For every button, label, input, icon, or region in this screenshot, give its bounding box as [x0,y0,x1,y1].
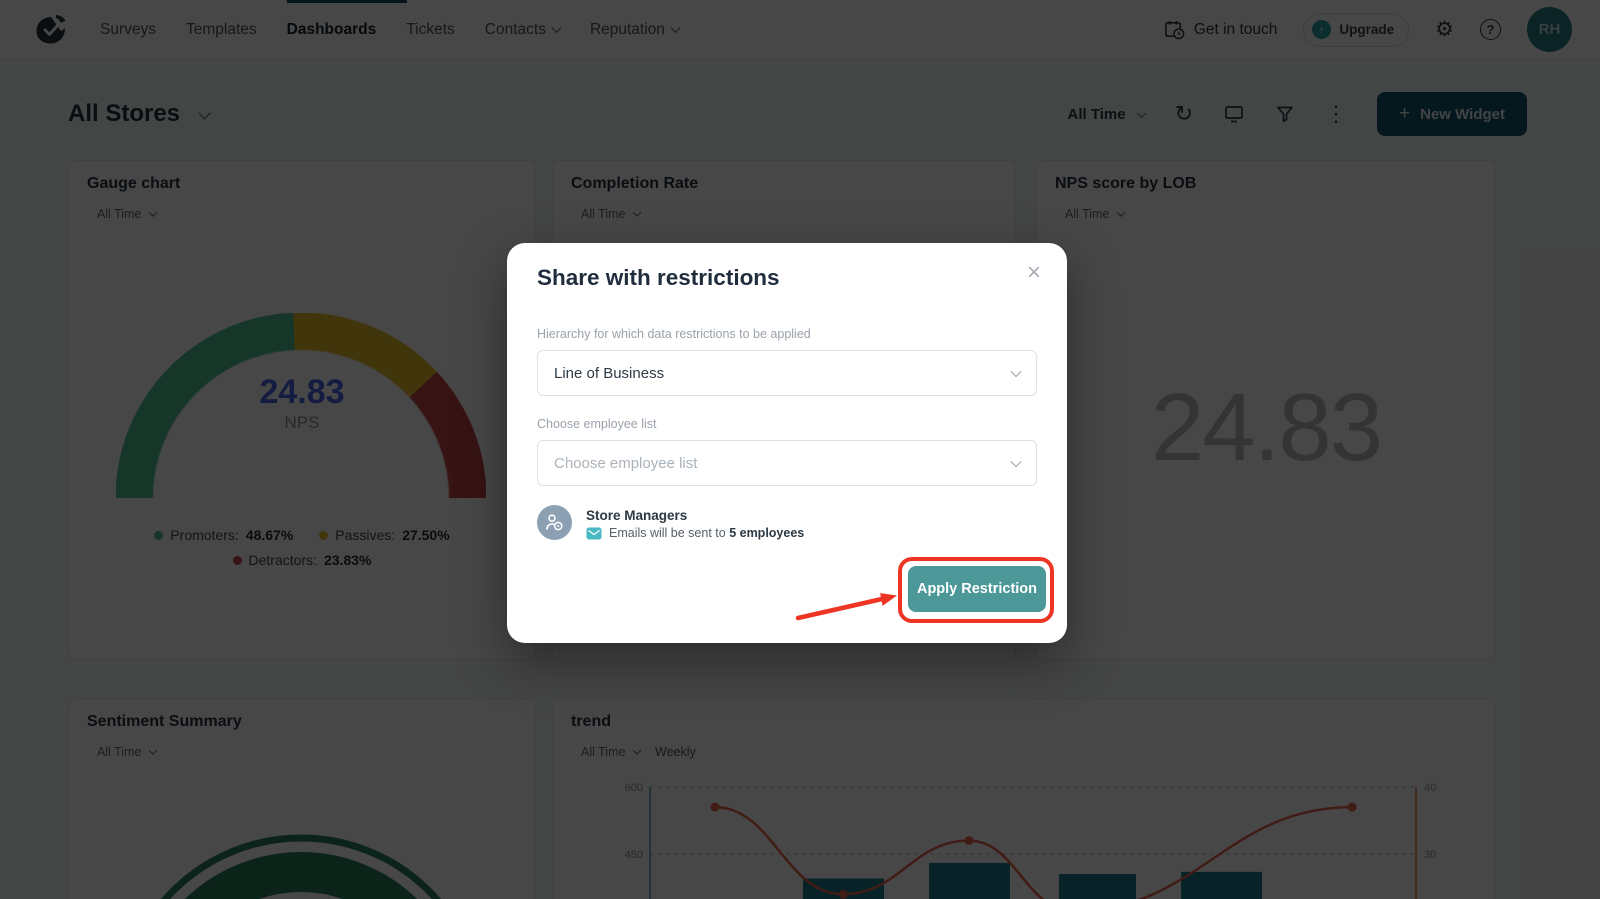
hierarchy-select[interactable]: Line of Business [537,350,1037,396]
envelope-icon [586,527,602,539]
employee-list-field-label: Choose employee list [537,417,657,431]
employee-group-name: Store Managers [586,508,688,523]
share-with-restrictions-modal: Share with restrictions × Hierarchy for … [507,243,1067,643]
employee-group-avatar [537,505,572,540]
employee-group-icon [546,514,563,531]
close-icon[interactable]: × [1026,259,1041,286]
apply-restriction-button[interactable]: Apply Restriction [908,566,1046,612]
employee-list-select[interactable]: Choose employee list [537,440,1037,486]
modal-title: Share with restrictions [537,265,780,290]
chevron-down-icon [1010,365,1022,378]
hierarchy-field-label: Hierarchy for which data restrictions to… [537,327,811,341]
chevron-down-icon [1010,455,1022,468]
email-note: Emails will be sent to 5 employees [586,526,804,540]
